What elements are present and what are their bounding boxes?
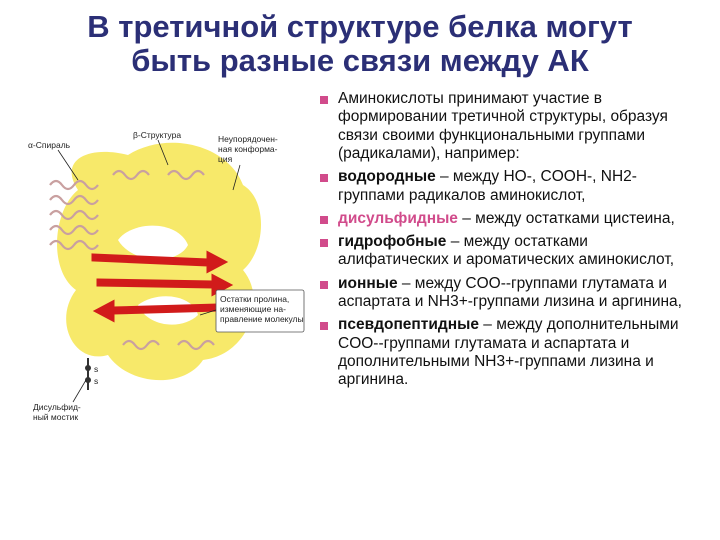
bullet-bold: гидрофобные: [338, 233, 446, 250]
protein-diagram: s s α-Спираль β-Структура Неупорядочен-н…: [18, 90, 308, 450]
label-random-2: ная конформа-: [218, 144, 278, 154]
list-item: ионные – между COO--группами глутамата и…: [318, 275, 702, 312]
label-disulfide-1: Дисульфид-: [33, 402, 81, 412]
bullet-bold: ионные: [338, 275, 398, 292]
bullet-text: Аминокислоты принимают участие в формиро…: [338, 90, 668, 162]
disulfide-bridge: s s: [85, 358, 98, 390]
label-helix: α-Спираль: [28, 140, 71, 150]
svg-text:Дисульфид-ный мостик: Дисульфид-ный мостик: [33, 402, 81, 422]
bullet-list: Аминокислоты принимают участие в формиро…: [318, 90, 702, 450]
label-disulfide-2: ный мостик: [33, 412, 78, 422]
svg-text:Неупорядочен-ная конформа-ция: Неупорядочен-ная конформа-ция: [218, 134, 278, 164]
bullet-text: – между остатками цистеина,: [458, 210, 675, 227]
svg-text:s: s: [94, 364, 98, 374]
label-beta: β-Структура: [133, 130, 181, 140]
slide: В третичной структуре белка могут быть р…: [0, 0, 720, 540]
svg-text:s: s: [94, 376, 98, 386]
label-random-3: ция: [218, 154, 233, 164]
label-random-1: Неупорядочен-: [218, 134, 278, 144]
diagram-svg: s s α-Спираль β-Структура Неупорядочен-н…: [18, 90, 308, 450]
slide-title: В третичной структуре белка могут быть р…: [18, 0, 702, 84]
list-item: водородные – между HO-, COOH-, NH2-групп…: [318, 168, 702, 205]
bullet-highlight: дисульфидные: [338, 210, 458, 227]
content-row: s s α-Спираль β-Структура Неупорядочен-н…: [18, 84, 702, 450]
list-item: Аминокислоты принимают участие в формиро…: [318, 90, 702, 163]
list-item: гидрофобные – между остатками алифатичес…: [318, 233, 702, 270]
list-item: дисульфидные – между остатками цистеина,: [318, 210, 702, 228]
list-item: псевдопептидные – между дополнительными …: [318, 316, 702, 389]
bullet-bold: псевдопептидные: [338, 316, 479, 333]
bullet-bold: водородные: [338, 168, 436, 185]
